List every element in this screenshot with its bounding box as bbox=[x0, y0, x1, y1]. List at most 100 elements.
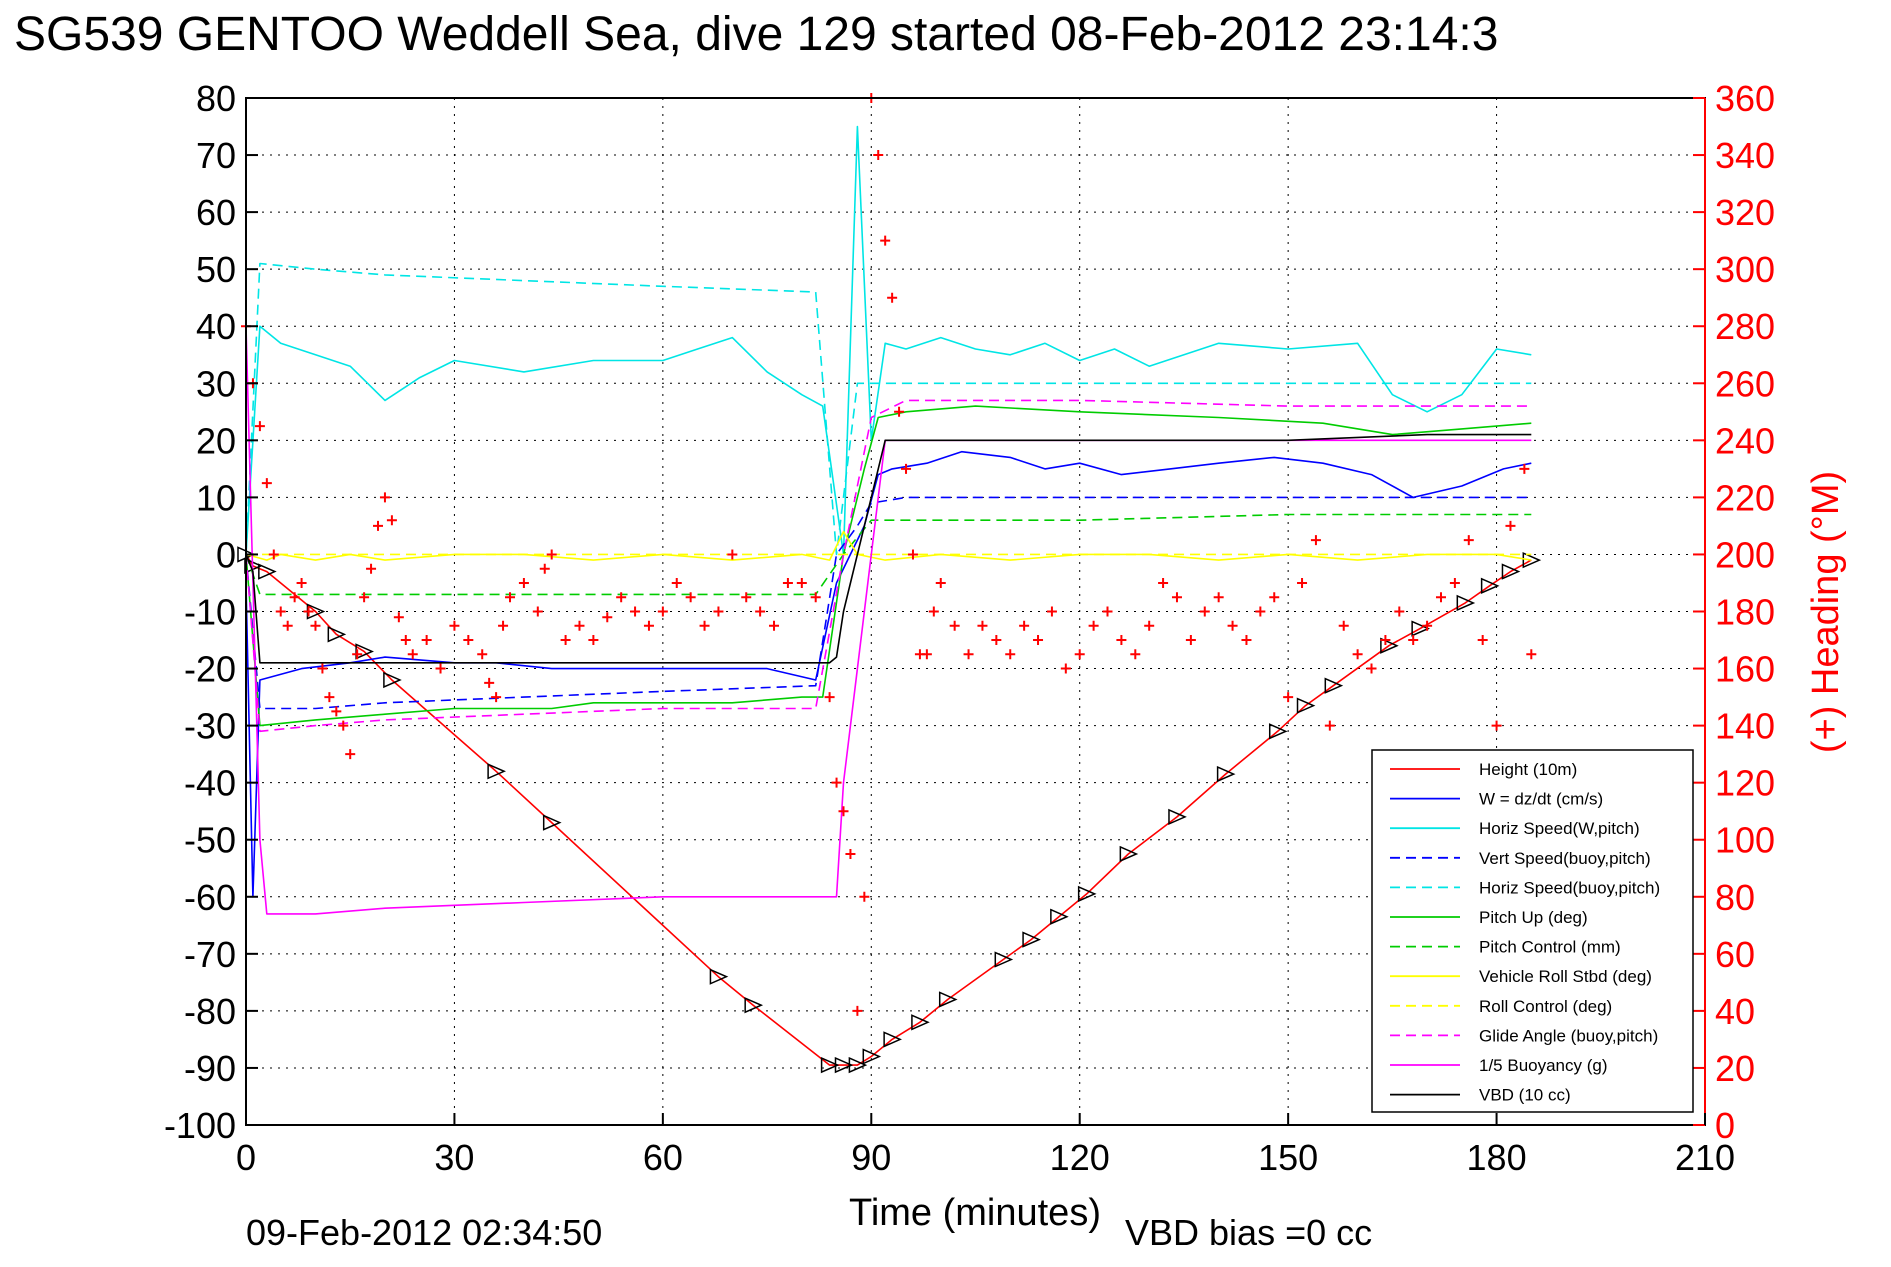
heading-point bbox=[963, 649, 974, 660]
footer-timestamp: 09-Feb-2012 02:34:50 bbox=[246, 1212, 602, 1253]
chart-title: SG539 GENTOO Weddell Sea, dive 129 start… bbox=[14, 8, 1498, 61]
heading-point bbox=[671, 577, 682, 588]
legend-label: Height (10m) bbox=[1479, 760, 1577, 779]
heading-point bbox=[1449, 577, 1460, 588]
heading-point bbox=[1435, 592, 1446, 603]
x-tick-label: 210 bbox=[1675, 1137, 1735, 1178]
y2-axis-ticks: 3603403203002802602402202001801601401201… bbox=[1693, 78, 1775, 1146]
height-marker bbox=[709, 968, 729, 985]
heading-point bbox=[838, 806, 849, 817]
x-tick-label: 150 bbox=[1258, 1137, 1318, 1178]
y-tick-label: -60 bbox=[184, 877, 236, 918]
heading-point bbox=[1074, 649, 1085, 660]
y2-tick-label: 0 bbox=[1715, 1105, 1735, 1146]
x-tick-label: 90 bbox=[851, 1137, 891, 1178]
y2-tick-label: 280 bbox=[1715, 306, 1775, 347]
y-tick-label: 80 bbox=[196, 78, 236, 119]
legend-label: W = dz/dt (cm/s) bbox=[1479, 790, 1603, 809]
height-marker bbox=[487, 763, 506, 780]
heading-point bbox=[921, 649, 932, 660]
height-marker bbox=[1480, 577, 1500, 594]
y2-axis-label: (+) Heading (°M) bbox=[1805, 471, 1847, 753]
heading-point bbox=[991, 635, 1002, 646]
series-line-4 bbox=[245, 262, 1532, 556]
heading-point bbox=[977, 620, 988, 631]
heading-point bbox=[539, 563, 550, 574]
y-tick-label: -90 bbox=[184, 1048, 236, 1089]
heading-point bbox=[727, 549, 738, 560]
heading-point bbox=[310, 620, 321, 631]
heading-point bbox=[254, 421, 265, 432]
heading-point bbox=[373, 520, 384, 531]
series-line-2 bbox=[245, 125, 1532, 556]
legend: Height (10m) W = dz/dt (cm/s) Horiz Speed(… bbox=[1371, 749, 1694, 1113]
heading-point bbox=[588, 635, 599, 646]
heading-point bbox=[1144, 620, 1155, 631]
y2-tick-label: 60 bbox=[1715, 934, 1755, 975]
y-tick-label: -70 bbox=[184, 934, 236, 975]
x-tick-label: 120 bbox=[1050, 1137, 1110, 1178]
heading-point bbox=[477, 649, 488, 660]
heading-point bbox=[1102, 606, 1113, 617]
series-line-9 bbox=[245, 399, 1532, 733]
heading-point bbox=[1422, 620, 1433, 631]
series-line-1 bbox=[245, 450, 1532, 898]
heading-point bbox=[1255, 606, 1266, 617]
y-tick-label: -50 bbox=[184, 820, 236, 861]
heading-point bbox=[407, 649, 418, 660]
heading-point bbox=[894, 406, 905, 417]
height-marker bbox=[1324, 677, 1344, 694]
y-axis-ticks: 80 70 60 50 40 30 20 10 0 -10 -20 -30 -40 -50 -60 -70 -8… bbox=[164, 78, 258, 1146]
height-marker bbox=[1522, 552, 1542, 569]
heading-point bbox=[484, 677, 495, 688]
y2-tick-label: 360 bbox=[1715, 78, 1775, 119]
series-line-7 bbox=[245, 530, 1532, 561]
y-tick-label: 30 bbox=[196, 363, 236, 404]
height-marker bbox=[1216, 765, 1236, 783]
y2-tick-label: 40 bbox=[1715, 991, 1755, 1032]
x-tick-label: 60 bbox=[643, 1137, 683, 1178]
series-line-3 bbox=[245, 496, 1532, 710]
heading-point bbox=[345, 749, 356, 760]
heading-point bbox=[1352, 649, 1363, 660]
height-marker bbox=[862, 1048, 882, 1065]
heading-point bbox=[491, 692, 502, 703]
y2-tick-label: 20 bbox=[1715, 1048, 1755, 1089]
heading-point bbox=[1116, 635, 1127, 646]
heading-point bbox=[1408, 635, 1419, 646]
heading-point bbox=[1380, 635, 1391, 646]
legend-label: 1/5 Buoyancy (g) bbox=[1479, 1056, 1608, 1075]
heading-point bbox=[1394, 606, 1405, 617]
legend-label: Pitch Control (mm) bbox=[1479, 938, 1621, 957]
heading-point bbox=[810, 592, 821, 603]
heading-point bbox=[602, 612, 613, 623]
heading-point bbox=[1519, 463, 1530, 474]
heading-point bbox=[887, 292, 898, 303]
heading-point bbox=[560, 635, 571, 646]
heading-point bbox=[630, 606, 641, 617]
height-marker bbox=[911, 1014, 930, 1031]
height-marker bbox=[1411, 620, 1431, 637]
heading-point bbox=[1158, 577, 1169, 588]
heading-point bbox=[1338, 620, 1349, 631]
heading-point bbox=[1297, 577, 1308, 588]
y-tick-label: 0 bbox=[216, 534, 236, 575]
heading-point bbox=[393, 612, 404, 623]
y-tick-label: 70 bbox=[196, 135, 236, 176]
y2-tick-label: 80 bbox=[1715, 877, 1755, 918]
heading-point bbox=[1477, 635, 1488, 646]
heading-point bbox=[1463, 535, 1474, 546]
heading-point bbox=[498, 620, 509, 631]
legend-label: VBD (10 cc) bbox=[1479, 1086, 1571, 1105]
legend-label: Horiz Speed(W,pitch) bbox=[1479, 819, 1640, 838]
height-marker bbox=[542, 814, 562, 831]
heading-point bbox=[261, 478, 272, 489]
height-marker bbox=[1119, 845, 1139, 863]
heading-point bbox=[331, 706, 342, 717]
series-line-11 bbox=[245, 433, 1532, 664]
heading-point bbox=[289, 592, 300, 603]
heading-point bbox=[574, 620, 585, 631]
height-marker bbox=[883, 1031, 902, 1048]
heading-point bbox=[880, 235, 891, 246]
heading-point bbox=[1269, 592, 1280, 603]
